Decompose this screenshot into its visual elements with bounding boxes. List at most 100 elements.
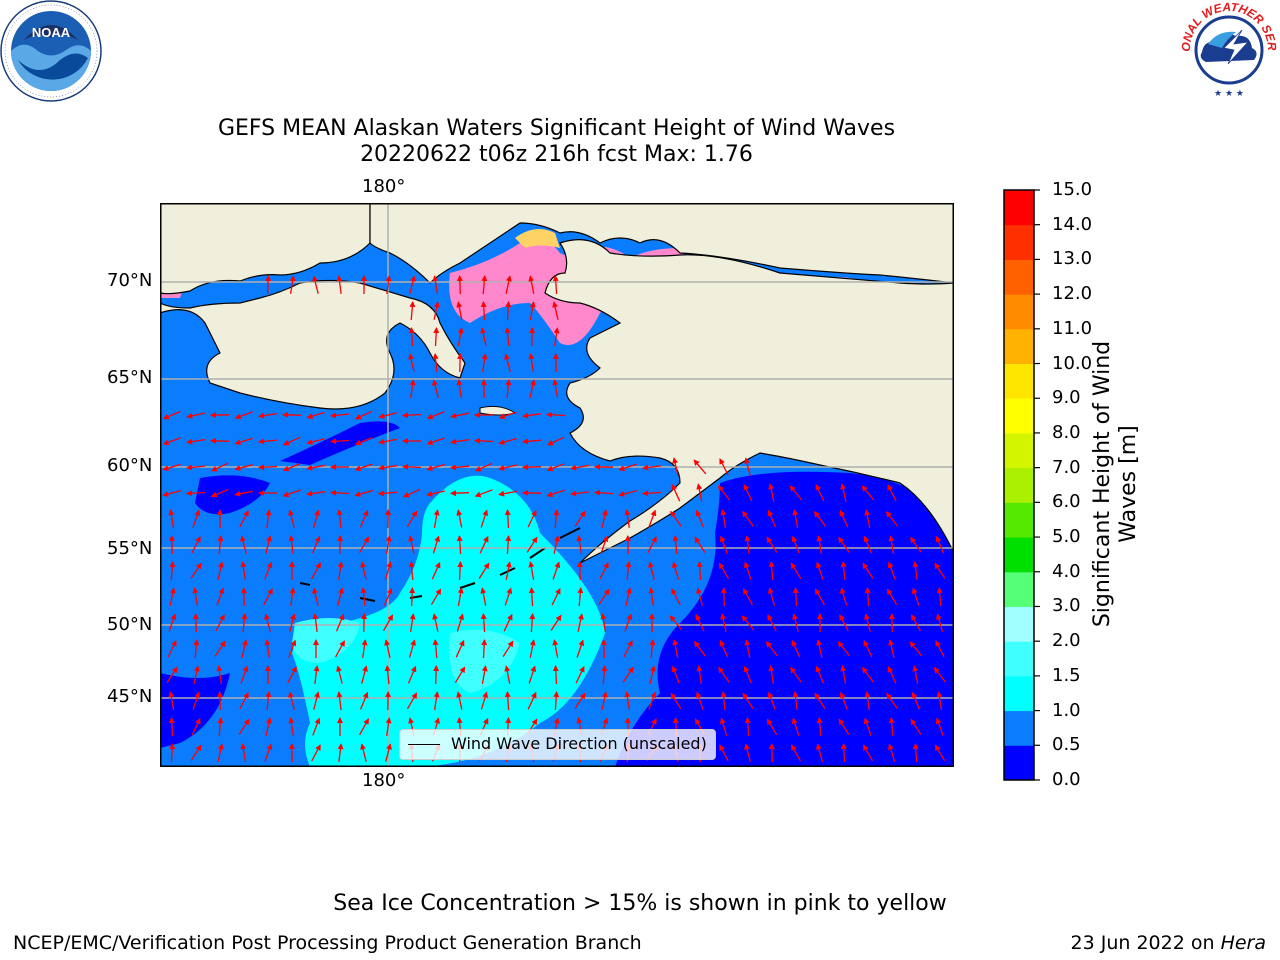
wind-wave-arrow (264, 613, 271, 632)
wind-wave-arrow (861, 666, 874, 683)
wind-wave-arrow (288, 535, 295, 554)
wind-wave-arrow (625, 587, 632, 606)
lat-label-50: 50°N (107, 614, 153, 635)
wind-wave-arrow (546, 463, 565, 472)
colorbar-tick-label: 11.0 (1052, 317, 1093, 339)
wind-wave-arrow (670, 510, 682, 527)
wind-wave-arrow (168, 613, 177, 632)
wind-wave-arrow (408, 327, 415, 347)
wind-wave-arrow (600, 535, 609, 554)
wind-wave-arrow (888, 535, 895, 555)
wind-wave-arrow (239, 510, 249, 528)
wind-wave-arrow (550, 614, 562, 631)
wind-wave-arrow (456, 509, 463, 528)
wind-wave-arrow (765, 641, 779, 657)
wind-wave-arrow (210, 488, 229, 498)
wind-wave-arrow (693, 459, 707, 475)
colorbar-tick-label: 0.5 (1052, 734, 1081, 756)
wind-wave-arrow (839, 587, 848, 606)
colorbar-segment (1004, 467, 1034, 503)
wind-wave-arrow (450, 464, 470, 471)
wind-wave-arrow (240, 743, 247, 763)
wind-wave-arrow (191, 717, 201, 736)
wind-wave-arrow (385, 717, 392, 736)
wind-wave-arrow (409, 379, 416, 398)
wind-wave-arrow (622, 666, 634, 683)
wind-wave-arrow (457, 587, 464, 607)
wind-wave-arrow (601, 665, 608, 685)
wind-wave-arrow (378, 412, 397, 419)
wind-wave-arrow (767, 614, 777, 632)
moderate-waves-west (292, 618, 360, 663)
wind-wave-arrow (792, 587, 799, 607)
wind-wave-arrow (337, 561, 344, 580)
wind-wave-arrow (313, 665, 320, 684)
wind-wave-arrow (816, 639, 823, 658)
colorbar-tick-label: 8.0 (1052, 421, 1081, 443)
calm-south-strip (160, 673, 230, 748)
colorbar-segment (1004, 606, 1034, 642)
colorbar-segment (1004, 502, 1034, 538)
wind-wave-arrow (838, 718, 850, 735)
wind-wave-arrow (909, 641, 923, 657)
wind-wave-arrow (312, 587, 319, 606)
wind-wave-arrow (861, 485, 875, 501)
wind-wave-arrow (210, 437, 230, 444)
wind-wave-arrow (912, 743, 919, 763)
wind-wave-arrow (265, 717, 272, 736)
wind-wave-arrow (432, 275, 439, 295)
wind-wave-arrow (335, 613, 345, 632)
wind-wave-arrow (481, 275, 488, 295)
wind-wave-arrow (432, 379, 439, 398)
wind-wave-arrow (551, 587, 561, 606)
wind-wave-arrow (577, 613, 584, 632)
wind-wave-arrow (192, 691, 201, 710)
wind-wave-arrow (384, 665, 391, 685)
colorbar-segment (1004, 259, 1034, 295)
wind-wave-arrow (162, 490, 181, 497)
wind-wave-arrow (217, 535, 224, 555)
wind-wave-arrow (792, 509, 799, 529)
wind-wave-arrow (624, 691, 631, 711)
wind-wave-arrow (935, 613, 944, 632)
wind-wave-arrow (474, 462, 493, 472)
wind-wave-arrow (504, 691, 511, 711)
wind-wave-arrow (766, 718, 778, 736)
wind-wave-arrow (504, 509, 511, 529)
wind-wave-arrow (671, 665, 680, 684)
wind-wave-arrow (503, 613, 513, 632)
calm-coast-strip (280, 421, 400, 465)
wind-wave-arrow (671, 483, 681, 502)
colorbar-tick-label: 13.0 (1052, 248, 1093, 270)
wind-wave-arrow (402, 412, 422, 419)
wind-wave-arrow (642, 464, 661, 471)
wind-wave-arrow (618, 463, 637, 472)
colorbar-segment (1004, 710, 1034, 746)
wind-wave-arrow (695, 691, 704, 710)
wind-wave-arrow (265, 535, 272, 554)
colorbar-tick-label: 7.0 (1052, 456, 1081, 478)
wind-wave-arrow (576, 639, 585, 658)
wind-wave-arrow (528, 587, 535, 607)
wind-wave-arrow (790, 666, 802, 683)
wind-wave-arrow (768, 743, 775, 763)
wind-wave-arrow (481, 639, 488, 659)
wind-wave-arrow (450, 490, 470, 497)
wind-wave-arrow (354, 489, 373, 498)
wind-wave-arrow (815, 483, 825, 502)
wind-wave-arrow (504, 327, 511, 347)
wind-wave-arrow (719, 717, 728, 736)
wind-wave-arrow (287, 666, 297, 684)
wind-wave-arrow (936, 587, 943, 607)
footer-right: 23 Jun 2022 on Hera (1071, 932, 1266, 954)
wind-wave-arrow (625, 561, 632, 581)
wind-wave-arrow (385, 535, 392, 555)
wind-wave-arrow (887, 561, 896, 580)
wind-wave-arrow (240, 535, 247, 554)
wind-wave-arrow (162, 410, 181, 420)
wind-wave-arrow (408, 639, 417, 658)
wind-wave-arrow (912, 665, 919, 684)
wind-wave-arrow (216, 665, 223, 685)
wind-wave-arrow (910, 718, 922, 735)
colorbar-tick-label: 6.0 (1052, 491, 1081, 513)
